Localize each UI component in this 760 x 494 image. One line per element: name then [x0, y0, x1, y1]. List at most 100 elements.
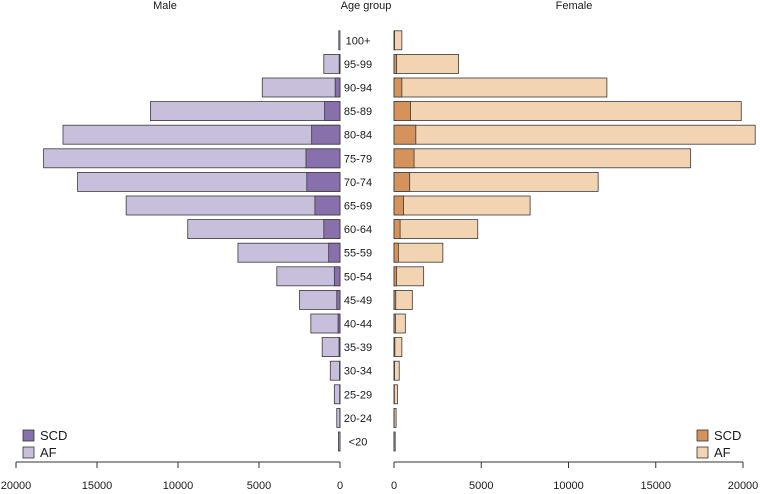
female-scd-bar-30-34	[393, 360, 395, 381]
female-scd-bar-70-74	[393, 171, 411, 192]
age-label-55-59: 55-59	[344, 248, 372, 260]
male-tick-label-15000: 15000	[82, 480, 113, 492]
female-af-bar-50-54	[393, 266, 425, 287]
age-label-40-44: 40-44	[344, 319, 372, 331]
female-scd-bar-35-39	[393, 337, 396, 358]
female-legend-swatch-af	[696, 446, 709, 459]
male-af-bar-85-89	[150, 101, 341, 121]
male-scd-bar-95-99	[338, 54, 341, 74]
female-scd-bar-75-79	[393, 148, 415, 169]
age-label-35-39: 35-39	[344, 342, 372, 354]
female-scd-bar-90-94	[393, 77, 403, 98]
female-panel-title: Female	[556, 0, 593, 12]
female-legend-label-scd: SCD	[714, 428, 741, 443]
male-af-bar-90-94	[261, 77, 341, 98]
male-scd-bar-55-59	[328, 242, 341, 263]
female-scd-bar-55-59	[393, 242, 399, 263]
male-af-bar-80-84	[62, 124, 341, 145]
female-af-bar-55-59	[393, 242, 444, 263]
age-label-100-plus: 100+	[346, 35, 371, 47]
age-label-45-49: 45-49	[344, 295, 372, 307]
female-tick-label-0: 0	[391, 480, 397, 492]
male-af-bar-30-34	[329, 360, 341, 381]
male-scd-bar-75-79	[305, 148, 341, 169]
male-scd-bar-90-94	[334, 77, 341, 98]
age-label-80-84: 80-84	[344, 130, 372, 142]
male-scd-bar-60-64	[323, 219, 341, 240]
male-tick-label-10000: 10000	[163, 480, 194, 492]
female-af-bar-65-69	[393, 195, 531, 216]
male-scd-bar-85-89	[324, 101, 341, 121]
male-legend-swatch-scd	[22, 429, 35, 442]
female-bars	[393, 30, 756, 452]
male-af-bar-60-64	[187, 219, 341, 240]
age-label-50-54: 50-54	[344, 271, 372, 283]
male-bars	[43, 30, 341, 452]
female-af-bar-90-94	[393, 77, 608, 98]
age-label-95-99: 95-99	[344, 59, 372, 71]
female-legend-label-af: AF	[714, 445, 731, 460]
male-tick-label-20000: 20000	[1, 480, 32, 492]
male-af-bar-70-74	[77, 171, 341, 192]
age-label-60-64: 60-64	[344, 224, 372, 236]
male-tick-label-5000: 5000	[247, 480, 271, 492]
male-legend-label-af: AF	[40, 445, 57, 460]
male-legend-label-scd: SCD	[40, 428, 67, 443]
age-label-90-94: 90-94	[344, 83, 372, 95]
female-af-bar-80-84	[393, 124, 756, 145]
male-af-bar-55-59	[237, 242, 341, 263]
male-scd-bar-40-44	[337, 313, 341, 334]
female-af-bar-70-74	[393, 171, 599, 192]
female-scd-bar-45-49	[393, 289, 397, 310]
male-scd-bar-80-84	[311, 124, 341, 145]
male-scd-bar-65-69	[314, 195, 341, 216]
female-scd-bar-50-54	[393, 266, 398, 287]
female-tick-label-15000: 15000	[640, 480, 671, 492]
female-tick-label-5000: 5000	[469, 480, 493, 492]
female-legend-swatch-scd	[696, 429, 709, 442]
female-af-bar-100-plus	[393, 30, 403, 51]
female-af-bar-45-49	[393, 289, 413, 310]
age-label-70-74: 70-74	[344, 177, 372, 189]
female-af-bar-60-64	[393, 219, 479, 240]
male-af-bar-50-54	[276, 266, 341, 287]
age-label-30-34: 30-34	[344, 366, 372, 378]
male-panel-title: Male	[153, 0, 177, 12]
male-af-bar-25-29	[333, 384, 341, 405]
male-tick-label-0: 0	[337, 480, 343, 492]
male-scd-bar-50-54	[333, 266, 341, 287]
female-scd-bar-60-64	[393, 219, 401, 240]
male-af-bar-35-39	[321, 337, 341, 358]
female-x-axis: 0 5000 10000 15000 20000	[391, 461, 759, 492]
female-tick-label-10000: 10000	[553, 480, 584, 492]
age-label-20-24: 20-24	[344, 413, 372, 425]
age-label-65-69: 65-69	[344, 201, 372, 213]
age-label-75-79: 75-79	[344, 153, 372, 165]
male-x-axis: 0 5000 10000 15000 20000	[1, 461, 343, 492]
age-label-85-89: 85-89	[344, 106, 372, 118]
female-scd-bar-85-89	[393, 101, 411, 121]
male-af-bar-65-69	[125, 195, 341, 216]
female-scd-bar-80-84	[393, 124, 417, 145]
male-af-bar-45-49	[299, 289, 341, 310]
female-scd-bar-65-69	[393, 195, 404, 216]
age-label-under-20: <20	[349, 437, 368, 449]
male-af-bar-75-79	[43, 148, 341, 169]
female-af-bar-75-79	[393, 148, 692, 169]
age-labels: 100+ 95-99 90-94 85-89 80-84 75-79 70-74 65-69 6…	[344, 35, 372, 448]
male-scd-bar-45-49	[336, 289, 341, 310]
female-scd-bar-95-99	[393, 54, 398, 74]
female-af-bar-95-99	[393, 54, 459, 74]
female-tick-label-20000: 20000	[728, 480, 759, 492]
male-af-bar-95-99	[323, 54, 341, 74]
female-legend: SCD AF	[696, 428, 741, 460]
male-legend-swatch-af	[22, 446, 35, 459]
female-scd-bar-100-plus	[393, 30, 395, 51]
age-group-title: Age group	[341, 0, 392, 12]
female-scd-bar-40-44	[393, 313, 396, 334]
male-af-bar-100-plus	[338, 30, 341, 51]
male-af-bar-40-44	[310, 313, 341, 334]
male-scd-bar-70-74	[306, 171, 341, 192]
male-legend: SCD AF	[22, 428, 67, 460]
